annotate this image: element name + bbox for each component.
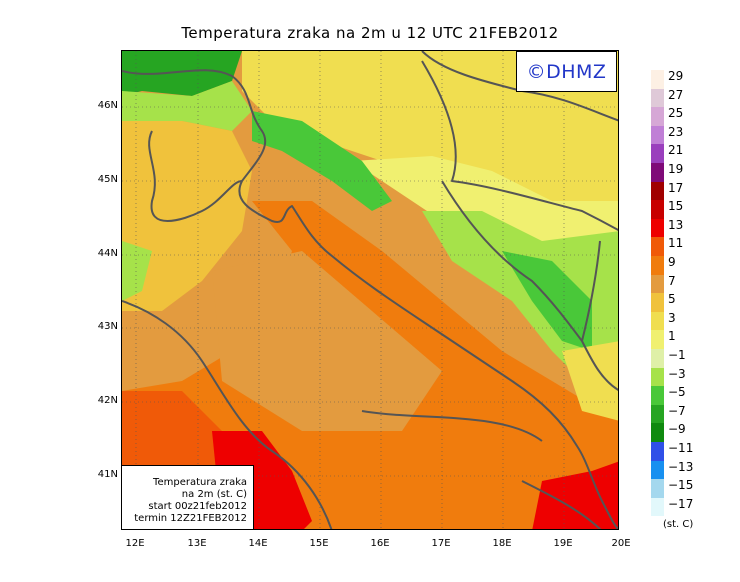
legend-swatch xyxy=(651,479,664,498)
legend-swatch xyxy=(651,460,664,480)
legend-label: −11 xyxy=(668,441,694,455)
field-nw-green xyxy=(122,51,242,96)
lon-label: 18E xyxy=(492,538,512,549)
legend-swatch xyxy=(651,274,664,294)
legend-swatch xyxy=(651,218,664,238)
lon-label: 12E xyxy=(125,538,145,549)
lon-label: 14E xyxy=(248,538,268,549)
info-box: Temperatura zraka na 2m (st. C) start 00… xyxy=(121,465,254,530)
legend-swatch xyxy=(651,125,664,145)
legend-swatch xyxy=(651,311,664,331)
legend-swatch xyxy=(651,70,664,89)
legend-label: 7 xyxy=(668,273,676,288)
legend-label: −9 xyxy=(668,422,686,437)
legend-label: 25 xyxy=(668,106,684,121)
lat-label: 43N xyxy=(97,321,118,332)
legend-swatch xyxy=(651,107,664,126)
legend-label: −1 xyxy=(668,348,686,362)
legend-swatch xyxy=(651,163,664,182)
legend-label: −13 xyxy=(668,459,694,474)
field-velebit-green xyxy=(252,111,392,211)
field-nw-lightgreen xyxy=(122,81,252,131)
legend-swatch xyxy=(651,237,664,256)
info-line: start 00z21feb2012 xyxy=(148,501,247,512)
legend-swatch xyxy=(651,349,664,368)
temperature-map xyxy=(121,50,619,530)
legend-label: 27 xyxy=(668,87,684,102)
legend-unit: (st. C) xyxy=(663,519,694,530)
legend-label: −7 xyxy=(668,403,686,418)
legend-swatch xyxy=(651,386,664,405)
lon-label: 19E xyxy=(553,538,573,549)
legend-label: 17 xyxy=(668,180,684,195)
chart-title: Temperatura zraka na 2m u 12 UTC 21FEB20… xyxy=(181,24,559,42)
legend-swatch xyxy=(651,423,664,442)
lat-label: 45N xyxy=(97,174,118,185)
lon-label: 13E xyxy=(187,538,207,549)
legend-swatch xyxy=(651,404,664,424)
lat-label: 41N xyxy=(97,469,118,480)
legend-label: 15 xyxy=(668,199,684,214)
field-se-hot xyxy=(532,461,618,529)
field-inland-green xyxy=(422,211,618,391)
legend-label: −15 xyxy=(668,478,694,493)
field-west-yellow xyxy=(122,121,252,311)
legend-label: 23 xyxy=(668,124,684,139)
legend-swatch xyxy=(651,330,664,349)
legend-label: 1 xyxy=(668,329,676,344)
legend-swatch xyxy=(651,181,664,201)
legend-label: −17 xyxy=(668,496,694,511)
legend-swatch xyxy=(651,144,664,163)
legend-label: −3 xyxy=(668,366,686,381)
legend-label: 5 xyxy=(668,292,676,307)
lat-label: 44N xyxy=(97,248,118,259)
legend-label: −5 xyxy=(668,385,686,400)
lat-label: 42N xyxy=(97,395,118,406)
legend-swatch xyxy=(651,200,664,219)
legend-swatch xyxy=(651,367,664,387)
legend-swatch xyxy=(651,256,664,275)
legend-swatch xyxy=(651,442,664,461)
legend-label: 11 xyxy=(668,236,684,251)
legend-label: 3 xyxy=(668,310,676,325)
dhmz-logo: ©DHMZ xyxy=(516,51,617,92)
info-line: Temperatura zraka xyxy=(153,477,247,488)
info-line: termin 12Z21FEB2012 xyxy=(134,513,247,524)
field-west-green xyxy=(122,241,152,301)
field-adriatic-mid xyxy=(212,251,442,431)
legend-swatch xyxy=(651,497,664,517)
field-east-yellow xyxy=(562,341,618,421)
legend-label: 21 xyxy=(668,143,684,158)
lon-label: 16E xyxy=(370,538,390,549)
legend-label: 9 xyxy=(668,255,676,269)
lon-label: 15E xyxy=(309,538,329,549)
legend-label: 29 xyxy=(668,69,684,83)
legend-swatch xyxy=(651,88,664,108)
legend-swatch xyxy=(651,293,664,312)
lon-label: 20E xyxy=(611,538,631,549)
legend-label: 19 xyxy=(668,162,684,176)
lat-label: 46N xyxy=(97,100,118,111)
info-line: na 2m (st. C) xyxy=(181,489,247,500)
legend-label: 13 xyxy=(668,217,684,232)
lat-lon-grid xyxy=(122,51,618,529)
lon-label: 17E xyxy=(431,538,451,549)
